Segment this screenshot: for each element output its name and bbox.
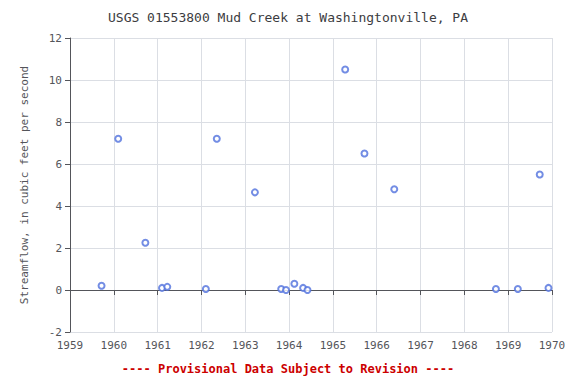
svg-text:1968: 1968: [451, 339, 478, 352]
svg-text:10: 10: [49, 74, 62, 87]
svg-text:1960: 1960: [101, 339, 128, 352]
svg-text:1964: 1964: [276, 339, 303, 352]
svg-text:1966: 1966: [363, 339, 390, 352]
svg-text:1963: 1963: [232, 339, 259, 352]
svg-text:---- Provisional Data Subject: ---- Provisional Data Subject to Revisio…: [122, 362, 454, 376]
svg-text:1970: 1970: [539, 339, 566, 352]
svg-text:8: 8: [55, 116, 62, 129]
svg-text:USGS 01553800 Mud Creek at Was: USGS 01553800 Mud Creek at Washingtonvil…: [108, 10, 468, 25]
svg-text:1962: 1962: [188, 339, 215, 352]
svg-text:6: 6: [55, 158, 62, 171]
svg-text:0: 0: [55, 284, 62, 297]
svg-text:-2: -2: [49, 326, 62, 339]
svg-text:4: 4: [55, 200, 62, 213]
svg-text:Streamflow, in cubic feet per: Streamflow, in cubic feet per second: [18, 66, 31, 304]
svg-text:1967: 1967: [407, 339, 434, 352]
svg-text:1961: 1961: [144, 339, 171, 352]
svg-text:2: 2: [55, 242, 62, 255]
svg-text:1969: 1969: [495, 339, 521, 352]
svg-text:12: 12: [49, 32, 62, 45]
svg-text:1965: 1965: [320, 339, 347, 352]
svg-text:1959: 1959: [57, 339, 84, 352]
